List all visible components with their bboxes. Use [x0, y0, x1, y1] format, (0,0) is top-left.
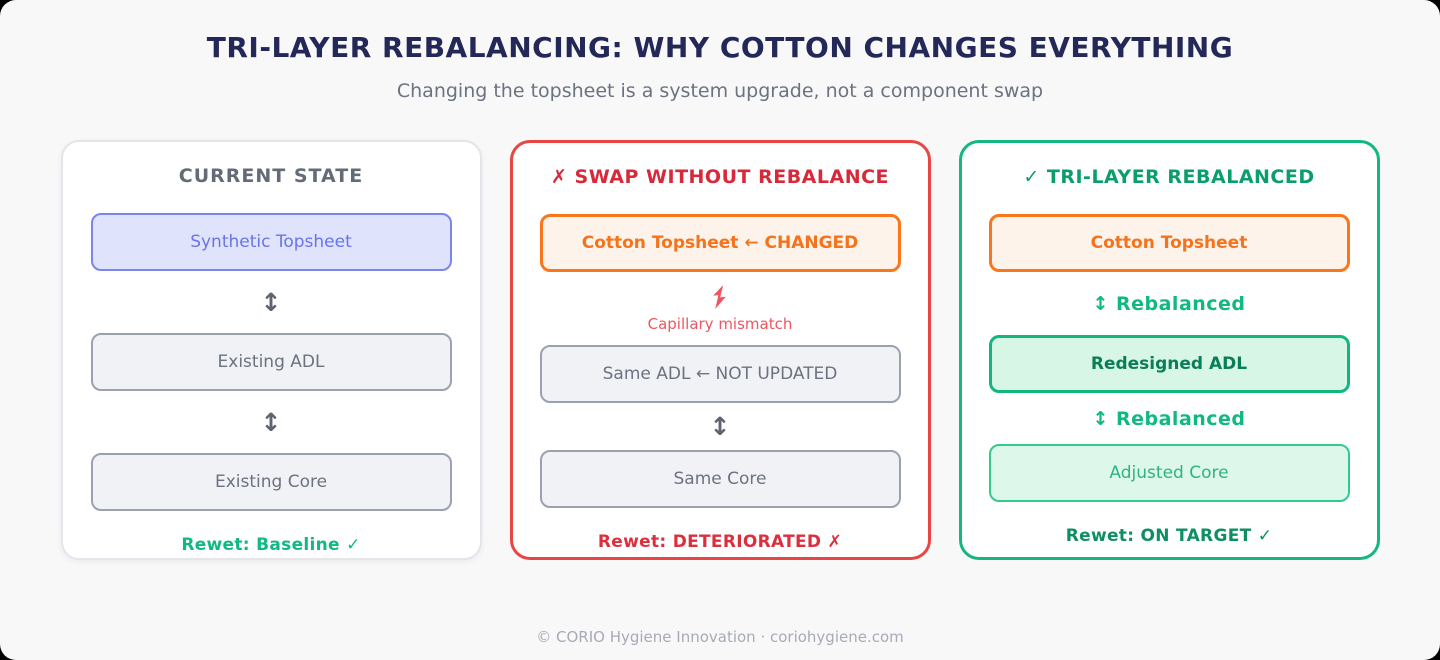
rebalanced-connector-label: ↕ Rebalanced [1092, 407, 1246, 430]
panel-current-state: CURRENT STATE Synthetic Topsheet ↕ Exist… [60, 140, 482, 560]
panel-tri-layer-rebalanced: ✓ TRI-LAYER REBALANCED Cotton Topsheet ↕… [958, 140, 1380, 560]
panel-swap-without-rebalance: ✗ SWAP WITHOUT REBALANCE Cotton Topsheet… [509, 140, 931, 560]
up-down-arrow-icon: ↕ [260, 287, 282, 317]
layer-synthetic-topsheet: Synthetic Topsheet [90, 213, 452, 271]
layer-existing-adl: Existing ADL [90, 333, 452, 391]
layer-cotton-topsheet-changed: Cotton Topsheet ← CHANGED [539, 214, 901, 272]
panels-row: CURRENT STATE Synthetic Topsheet ↕ Exist… [0, 140, 1440, 560]
panel-current-title: CURRENT STATE [178, 165, 364, 187]
up-down-arrow-icon: ↕ [709, 412, 731, 441]
rewet-deteriorated-label: Rewet: DETERIORATED ✗ [597, 532, 843, 552]
capillary-mismatch-label: Capillary mismatch [647, 314, 793, 333]
layer-adjusted-core: Adjusted Core [988, 444, 1350, 502]
layer-same-adl-not-updated: Same ADL ← NOT UPDATED [539, 345, 901, 403]
panel-swap-title: ✗ SWAP WITHOUT REBALANCE [550, 166, 890, 188]
lightning-icon [713, 284, 727, 309]
rebalanced-connector-label: ↕ Rebalanced [1092, 292, 1246, 315]
copyright-footer: © CORIO Hygiene Innovation · coriohygien… [536, 628, 904, 646]
up-down-arrow-icon: ↕ [260, 407, 282, 437]
layer-existing-core: Existing Core [90, 453, 452, 511]
page-title: TRI-LAYER REBALANCING: WHY COTTON CHANGE… [206, 31, 1234, 64]
rewet-on-target-label: Rewet: ON TARGET ✓ [1065, 526, 1273, 546]
panel-rebalanced-title: ✓ TRI-LAYER REBALANCED [1023, 166, 1315, 188]
capillary-mismatch-block: Capillary mismatch [647, 272, 793, 345]
layer-redesigned-adl: Redesigned ADL [988, 335, 1350, 393]
layer-same-core: Same Core [539, 450, 901, 508]
page-subtitle: Changing the topsheet is a system upgrad… [396, 80, 1044, 102]
header: TRI-LAYER REBALANCING: WHY COTTON CHANGE… [0, 0, 1440, 102]
layer-cotton-topsheet: Cotton Topsheet [988, 214, 1350, 272]
rewet-baseline-label: Rewet: Baseline ✓ [181, 535, 361, 555]
